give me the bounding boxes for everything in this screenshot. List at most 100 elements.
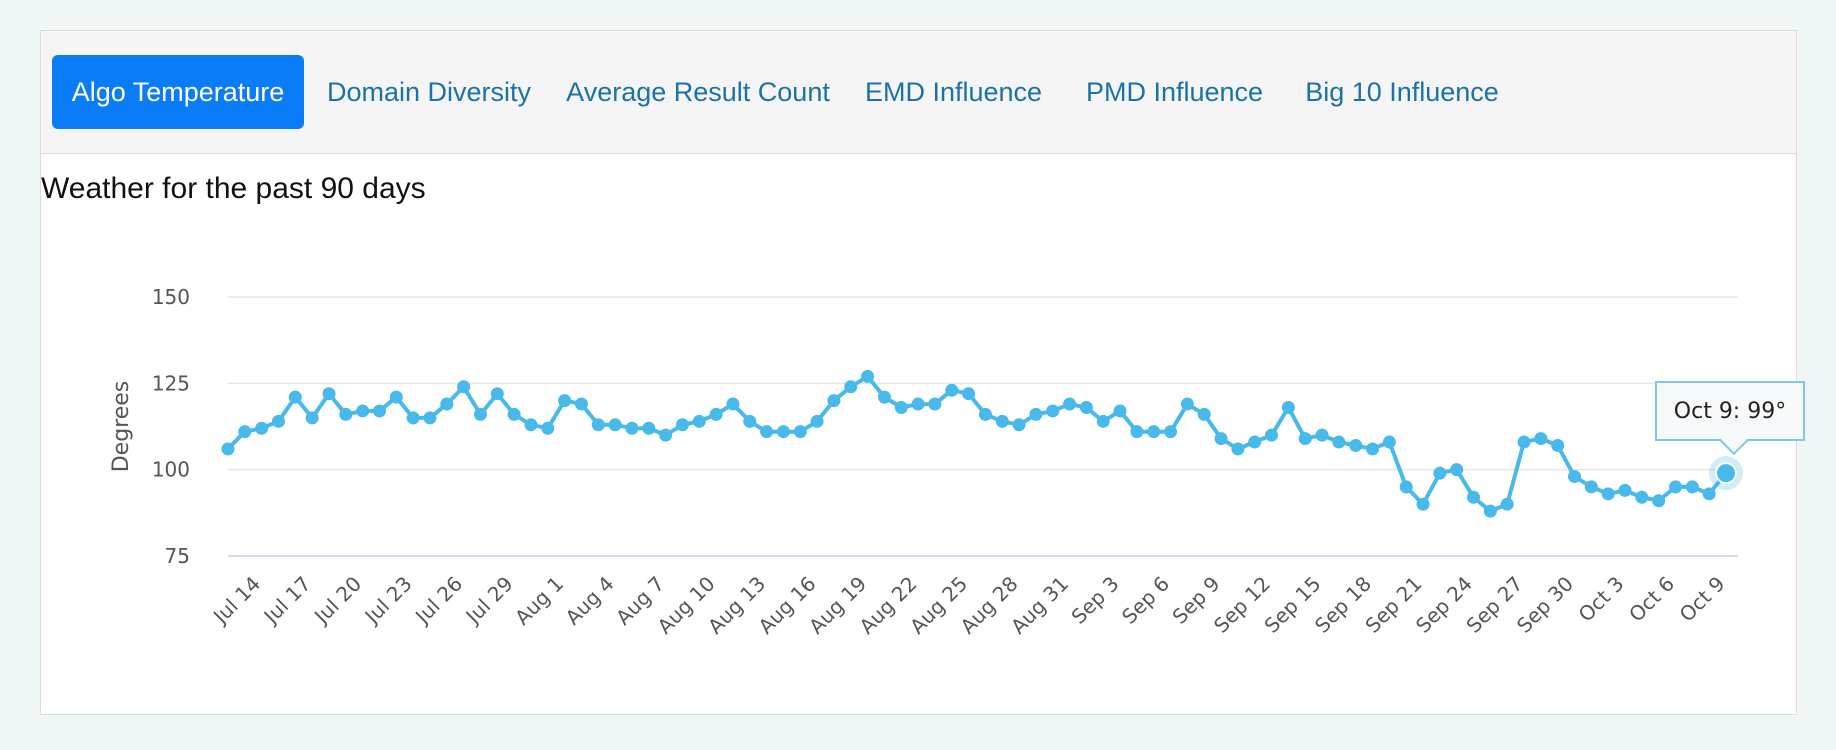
- data-point: [255, 421, 269, 435]
- data-point: [1096, 414, 1110, 428]
- x-tick-label: Aug 4: [561, 572, 619, 630]
- data-point: [1568, 470, 1582, 484]
- data-point: [877, 390, 891, 404]
- tab-pmd-influence[interactable]: PMD Influence: [1085, 76, 1264, 107]
- data-point: [642, 421, 656, 435]
- data-point: [288, 390, 302, 404]
- data-point: [1063, 397, 1077, 411]
- data-point: [1281, 401, 1295, 415]
- data-point: [1197, 407, 1211, 421]
- x-tick-label: Jul 14: [207, 572, 265, 630]
- data-point: [473, 407, 487, 421]
- data-point: [995, 414, 1009, 428]
- chart-tooltip: Oct 9: 99°: [1655, 381, 1805, 441]
- data-point: [945, 383, 959, 397]
- data-point: [1382, 435, 1396, 449]
- data-point: [541, 421, 555, 435]
- data-point: [962, 387, 976, 401]
- data-point: [608, 418, 622, 432]
- data-point: [844, 380, 858, 394]
- data-point: [1467, 490, 1481, 504]
- data-point: [1130, 425, 1144, 439]
- data-point: [1534, 432, 1548, 446]
- tab-big-10-influence[interactable]: Big 10 Influence: [1305, 76, 1499, 107]
- tab-bar: Algo Temperature Domain Diversity Averag…: [41, 31, 1796, 154]
- data-point: [1416, 497, 1430, 511]
- data-point: [1298, 432, 1312, 446]
- tab-emd-influence[interactable]: EMD Influence: [864, 76, 1043, 107]
- data-point: [372, 404, 386, 418]
- data-point: [1551, 438, 1565, 452]
- data-point: [406, 411, 420, 425]
- x-tick-label: Jul 23: [359, 572, 417, 630]
- data-point: [423, 411, 437, 425]
- data-point: [894, 401, 908, 415]
- data-point: [1315, 428, 1329, 442]
- data-point: [1332, 435, 1346, 449]
- tab-domain-diversity[interactable]: Domain Diversity: [326, 76, 532, 107]
- data-point: [709, 407, 723, 421]
- data-point: [389, 390, 403, 404]
- data-point: [305, 411, 319, 425]
- data-point: [440, 397, 454, 411]
- y-tick-label: 150: [152, 285, 190, 309]
- data-point: [1517, 435, 1531, 449]
- data-point: [457, 380, 471, 394]
- data-point: [861, 369, 875, 383]
- data-point: [625, 421, 639, 435]
- x-tick-label: Jul 17: [258, 572, 316, 630]
- data-point: [793, 425, 807, 439]
- data-point: [591, 418, 605, 432]
- data-point: [1214, 432, 1228, 446]
- data-point: [1180, 397, 1194, 411]
- data-point: [339, 407, 353, 421]
- tab-average-result-count[interactable]: Average Result Count: [566, 76, 830, 107]
- data-point: [911, 397, 925, 411]
- x-tick-label: Jul 29: [460, 572, 518, 630]
- x-tick-label: Sep 6: [1117, 572, 1174, 629]
- data-point: [1366, 442, 1380, 456]
- data-point: [221, 442, 235, 456]
- data-point: [743, 414, 757, 428]
- data-point: [574, 397, 588, 411]
- data-point: [1079, 401, 1093, 415]
- data-point: [726, 397, 740, 411]
- chart-title: Weather for the past 90 days: [41, 172, 426, 205]
- data-point: [1702, 487, 1716, 501]
- data-point: [1584, 480, 1598, 494]
- data-point: [490, 387, 504, 401]
- tab-algo-temperature[interactable]: Algo Temperature: [52, 55, 304, 129]
- data-point: [322, 387, 336, 401]
- y-tick-label: 75: [165, 544, 190, 568]
- data-point: [1399, 480, 1413, 494]
- data-point: [1012, 418, 1026, 432]
- y-tick-label: 125: [152, 371, 190, 395]
- x-tick-label: Sep 3: [1066, 572, 1123, 629]
- y-axis-label: Degrees: [109, 381, 134, 473]
- data-point: [1113, 404, 1127, 418]
- data-point: [558, 394, 572, 408]
- data-point: [1231, 442, 1245, 456]
- x-tick-label: Jul 26: [409, 572, 467, 630]
- data-point: [1669, 480, 1683, 494]
- data-point: [1685, 480, 1699, 494]
- data-point: [1601, 487, 1615, 501]
- x-tick-label: Jul 20: [308, 572, 366, 630]
- y-tick-label: 100: [152, 458, 190, 482]
- data-point: [675, 418, 689, 432]
- data-point: [1164, 425, 1178, 439]
- data-point: [271, 414, 285, 428]
- data-point: [1635, 490, 1649, 504]
- data-point: [1483, 504, 1497, 518]
- highlight-point: [1715, 462, 1737, 485]
- data-point: [356, 404, 370, 418]
- data-point: [1265, 428, 1279, 442]
- data-point: [1349, 438, 1363, 452]
- data-point: [1652, 494, 1666, 508]
- data-point: [928, 397, 942, 411]
- data-point: [507, 407, 521, 421]
- data-point: [692, 414, 706, 428]
- data-point: [1046, 404, 1060, 418]
- x-tick-label: Oct 6: [1624, 572, 1679, 627]
